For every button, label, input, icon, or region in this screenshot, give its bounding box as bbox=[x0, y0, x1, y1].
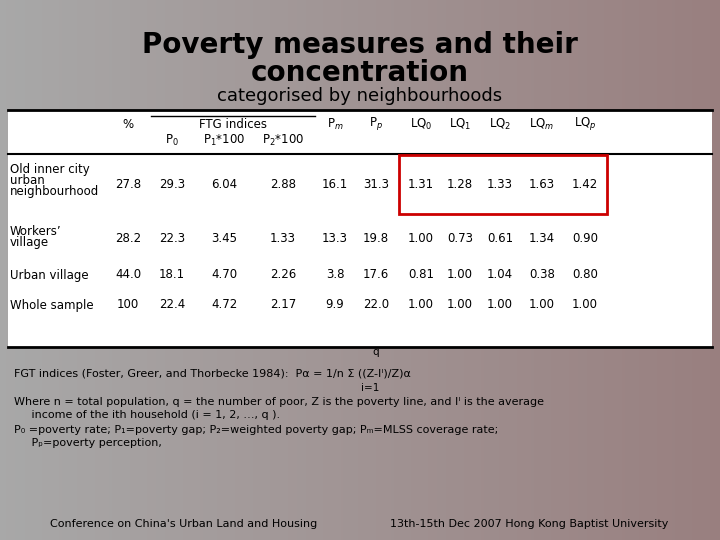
Text: 1.00: 1.00 bbox=[529, 299, 555, 312]
Text: FTG indices: FTG indices bbox=[199, 118, 267, 131]
Text: 0.80: 0.80 bbox=[572, 268, 598, 281]
Text: 1.33: 1.33 bbox=[487, 179, 513, 192]
Text: i=1: i=1 bbox=[361, 383, 379, 393]
Text: 2.88: 2.88 bbox=[270, 179, 296, 192]
Text: 3.45: 3.45 bbox=[211, 232, 237, 245]
Text: Workers’: Workers’ bbox=[10, 225, 62, 238]
Text: LQ$_2$: LQ$_2$ bbox=[489, 117, 511, 132]
Text: P$_m$: P$_m$ bbox=[327, 117, 343, 132]
Text: 13th-15th Dec 2007 Hong Kong Baptist University: 13th-15th Dec 2007 Hong Kong Baptist Uni… bbox=[390, 519, 668, 529]
Text: 29.3: 29.3 bbox=[159, 179, 185, 192]
Text: 1.31: 1.31 bbox=[408, 179, 434, 192]
Text: concentration: concentration bbox=[251, 59, 469, 87]
Text: 4.70: 4.70 bbox=[211, 268, 237, 281]
Bar bbox=[399, 155, 607, 214]
Text: FGT indices (Foster, Greer, and Thorbecke 1984):  Pα = 1/n Σ ((Z-Iᴵ)/Z)α: FGT indices (Foster, Greer, and Thorbeck… bbox=[14, 369, 411, 379]
Text: Conference on China's Urban Land and Housing: Conference on China's Urban Land and Hou… bbox=[50, 519, 318, 529]
Text: 13.3: 13.3 bbox=[322, 232, 348, 245]
Text: Where n = total population, q = the number of poor, Z is the poverty line, and I: Where n = total population, q = the numb… bbox=[14, 397, 544, 407]
Text: categorised by neighbourhoods: categorised by neighbourhoods bbox=[217, 87, 503, 105]
Text: 0.81: 0.81 bbox=[408, 268, 434, 281]
Text: 22.3: 22.3 bbox=[159, 232, 185, 245]
Text: 1.00: 1.00 bbox=[408, 299, 434, 312]
Text: 0.38: 0.38 bbox=[529, 268, 555, 281]
Text: Old inner city: Old inner city bbox=[10, 163, 90, 176]
Text: 1.00: 1.00 bbox=[447, 299, 473, 312]
Text: 1.00: 1.00 bbox=[572, 299, 598, 312]
Text: 0.73: 0.73 bbox=[447, 232, 473, 245]
Text: Poverty measures and their: Poverty measures and their bbox=[142, 31, 578, 59]
Text: 44.0: 44.0 bbox=[115, 268, 141, 281]
Text: P$_1$*100: P$_1$*100 bbox=[203, 132, 245, 147]
Bar bbox=[8, 110, 712, 347]
Text: 1.28: 1.28 bbox=[447, 179, 473, 192]
Text: income of the ith household (i = 1, 2, …, q ).: income of the ith household (i = 1, 2, …… bbox=[14, 410, 280, 420]
Text: 1.00: 1.00 bbox=[447, 268, 473, 281]
Text: Whole sample: Whole sample bbox=[10, 299, 94, 312]
Text: Pₚ=poverty perception,: Pₚ=poverty perception, bbox=[14, 438, 162, 448]
Text: P$_p$: P$_p$ bbox=[369, 116, 383, 132]
Text: 27.8: 27.8 bbox=[115, 179, 141, 192]
Text: 0.90: 0.90 bbox=[572, 232, 598, 245]
Text: LQ$_p$: LQ$_p$ bbox=[574, 116, 596, 132]
Text: 18.1: 18.1 bbox=[159, 268, 185, 281]
Text: village: village bbox=[10, 236, 49, 249]
Text: LQ$_m$: LQ$_m$ bbox=[529, 117, 554, 132]
Text: 9.9: 9.9 bbox=[325, 299, 344, 312]
Text: P$_0$: P$_0$ bbox=[165, 132, 179, 147]
Text: urban: urban bbox=[10, 174, 45, 187]
Text: 0.61: 0.61 bbox=[487, 232, 513, 245]
Text: 1.00: 1.00 bbox=[408, 232, 434, 245]
Text: P₀ =poverty rate; P₁=poverty gap; P₂=weighted poverty gap; Pₘ=MLSS coverage rate: P₀ =poverty rate; P₁=poverty gap; P₂=wei… bbox=[14, 425, 498, 435]
Text: 1.00: 1.00 bbox=[487, 299, 513, 312]
Text: 1.42: 1.42 bbox=[572, 179, 598, 192]
Text: 17.6: 17.6 bbox=[363, 268, 389, 281]
Text: 1.34: 1.34 bbox=[529, 232, 555, 245]
Text: 2.26: 2.26 bbox=[270, 268, 296, 281]
Text: q: q bbox=[372, 347, 379, 357]
Text: 6.04: 6.04 bbox=[211, 179, 237, 192]
Text: 31.3: 31.3 bbox=[363, 179, 389, 192]
Text: 1.04: 1.04 bbox=[487, 268, 513, 281]
Text: 22.4: 22.4 bbox=[159, 299, 185, 312]
Text: LQ$_0$: LQ$_0$ bbox=[410, 117, 432, 132]
Text: Urban village: Urban village bbox=[10, 268, 89, 281]
Text: neighbourhood: neighbourhood bbox=[10, 185, 99, 198]
Text: %: % bbox=[122, 118, 134, 131]
Text: 22.0: 22.0 bbox=[363, 299, 389, 312]
Text: LQ$_1$: LQ$_1$ bbox=[449, 117, 471, 132]
Text: 100: 100 bbox=[117, 299, 139, 312]
Text: 2.17: 2.17 bbox=[270, 299, 296, 312]
Text: 19.8: 19.8 bbox=[363, 232, 389, 245]
Text: 3.8: 3.8 bbox=[325, 268, 344, 281]
Text: 4.72: 4.72 bbox=[211, 299, 237, 312]
Text: 16.1: 16.1 bbox=[322, 179, 348, 192]
Text: 28.2: 28.2 bbox=[115, 232, 141, 245]
Text: P$_2$*100: P$_2$*100 bbox=[262, 132, 304, 147]
Text: 1.33: 1.33 bbox=[270, 232, 296, 245]
Text: 1.63: 1.63 bbox=[529, 179, 555, 192]
